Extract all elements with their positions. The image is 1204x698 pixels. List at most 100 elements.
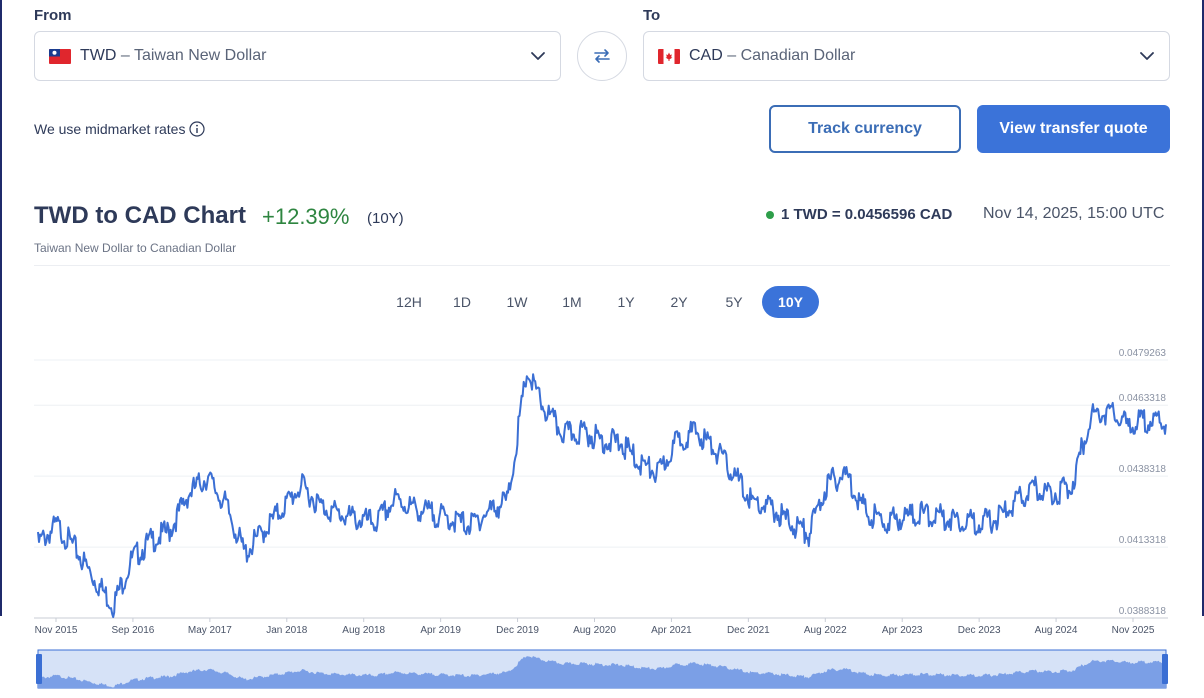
- period-1w[interactable]: 1W: [506, 294, 528, 310]
- chart-area[interactable]: 0.0479263 0.0463318 0.0438318 0.0413318 0.03…: [0, 330, 1204, 698]
- period-10y[interactable]: 10Y: [762, 286, 819, 318]
- data-point[interactable]: [1126, 424, 1130, 428]
- data-point[interactable]: [713, 447, 717, 451]
- data-point[interactable]: [393, 498, 397, 502]
- x-tick-label: Apr 2023: [882, 625, 923, 636]
- to-currency-select[interactable]: CAD – Canadian Dollar: [643, 31, 1170, 81]
- data-point[interactable]: [168, 529, 172, 533]
- data-point[interactable]: [130, 557, 134, 561]
- data-point[interactable]: [36, 542, 40, 546]
- data-point[interactable]: [92, 577, 96, 581]
- chart-title: TWD to CAD Chart: [34, 202, 246, 229]
- x-tick-label: Jan 2018: [266, 625, 308, 636]
- data-point[interactable]: [1108, 410, 1112, 414]
- data-point[interactable]: [149, 539, 153, 543]
- data-point[interactable]: [74, 547, 78, 551]
- data-point[interactable]: [544, 410, 548, 414]
- data-point[interactable]: [337, 512, 341, 516]
- data-point[interactable]: [788, 520, 792, 524]
- data-point[interactable]: [1070, 484, 1074, 488]
- y-tick-label: 0.0438318: [1119, 464, 1167, 475]
- data-point[interactable]: [55, 523, 59, 527]
- data-point[interactable]: [450, 518, 454, 522]
- data-point[interactable]: [280, 506, 284, 510]
- data-point[interactable]: [1089, 413, 1093, 417]
- data-point[interactable]: [675, 438, 679, 442]
- data-point[interactable]: [976, 520, 980, 524]
- period-1y[interactable]: 1Y: [617, 294, 635, 310]
- x-tick-label: Dec 2023: [958, 625, 1001, 636]
- midmarket-text: We use midmarket rates: [34, 121, 186, 137]
- data-point[interactable]: [506, 498, 510, 502]
- data-point[interactable]: [694, 430, 698, 434]
- from-currency-select[interactable]: TWD – Taiwan New Dollar: [34, 31, 561, 81]
- navigator-series-area: [38, 655, 1166, 688]
- data-point[interactable]: [356, 518, 360, 522]
- from-currency-name: – Taiwan New Dollar: [120, 47, 267, 64]
- data-point[interactable]: [995, 518, 999, 522]
- chart-subtitle: Taiwan New Dollar to Canadian Dollar: [34, 241, 237, 255]
- x-tick-label: Aug 2020: [573, 625, 616, 636]
- data-point[interactable]: [957, 518, 961, 522]
- data-point[interactable]: [205, 475, 209, 479]
- navigator-left-handle[interactable]: [36, 654, 42, 684]
- data-point[interactable]: [844, 472, 848, 476]
- track-currency-button[interactable]: Track currency: [769, 105, 961, 153]
- data-point[interactable]: [769, 506, 773, 510]
- x-tick-label: Aug 2018: [342, 625, 385, 636]
- rate-series-line[interactable]: [37, 373, 1167, 619]
- x-tick-label: Apr 2019: [420, 625, 461, 636]
- data-point[interactable]: [1051, 492, 1055, 496]
- x-tick-label: Nov 2015: [35, 625, 78, 636]
- data-point[interactable]: [186, 492, 190, 496]
- period-1d[interactable]: 1D: [453, 294, 471, 310]
- period-5y[interactable]: 5Y: [725, 294, 743, 310]
- navigator-right-handle[interactable]: [1162, 654, 1168, 684]
- to-currency-name: – Canadian Dollar: [727, 47, 856, 64]
- data-point[interactable]: [807, 532, 811, 536]
- data-point[interactable]: [1145, 418, 1149, 422]
- view-transfer-quote-button[interactable]: View transfer quote: [977, 105, 1170, 153]
- data-point[interactable]: [111, 603, 115, 607]
- data-point[interactable]: [525, 370, 529, 374]
- data-point[interactable]: [1032, 486, 1036, 490]
- data-point[interactable]: [374, 520, 378, 524]
- x-tick-label: Aug 2022: [804, 625, 847, 636]
- period-1m[interactable]: 1M: [562, 294, 582, 310]
- data-point[interactable]: [619, 441, 623, 445]
- data-point[interactable]: [262, 529, 266, 533]
- data-point[interactable]: [412, 506, 416, 510]
- data-point[interactable]: [863, 509, 867, 513]
- data-point[interactable]: [656, 472, 660, 476]
- x-tick-label: Nov 2025: [1112, 625, 1155, 636]
- data-point[interactable]: [224, 503, 228, 507]
- rate-timestamp: Nov 14, 2025, 15:00 UTC: [983, 205, 1165, 222]
- to-label: To: [643, 7, 661, 24]
- data-point[interactable]: [732, 472, 736, 476]
- chart-period-label: (10Y): [367, 210, 404, 227]
- data-point[interactable]: [938, 515, 942, 519]
- period-2y[interactable]: 2Y: [670, 294, 688, 310]
- data-point[interactable]: [431, 512, 435, 516]
- data-point[interactable]: [581, 430, 585, 434]
- data-point[interactable]: [299, 484, 303, 488]
- info-icon[interactable]: [189, 121, 206, 137]
- period-12h[interactable]: 12H: [396, 294, 422, 310]
- data-point[interactable]: [318, 503, 322, 507]
- data-point[interactable]: [487, 509, 491, 513]
- data-point[interactable]: [638, 461, 642, 465]
- data-point[interactable]: [468, 523, 472, 527]
- swap-currencies-button[interactable]: [577, 31, 627, 81]
- data-point[interactable]: [562, 433, 566, 437]
- data-point[interactable]: [901, 515, 905, 519]
- chevron-down-icon: [1140, 52, 1154, 60]
- data-point[interactable]: [750, 501, 754, 505]
- data-point[interactable]: [1014, 501, 1018, 505]
- data-point[interactable]: [243, 552, 247, 556]
- data-point[interactable]: [600, 438, 604, 442]
- data-point[interactable]: [826, 481, 830, 485]
- data-point[interactable]: [882, 520, 886, 524]
- midmarket-note: We use midmarket rates: [34, 121, 206, 137]
- data-point[interactable]: [920, 512, 924, 516]
- data-point[interactable]: [1164, 422, 1168, 426]
